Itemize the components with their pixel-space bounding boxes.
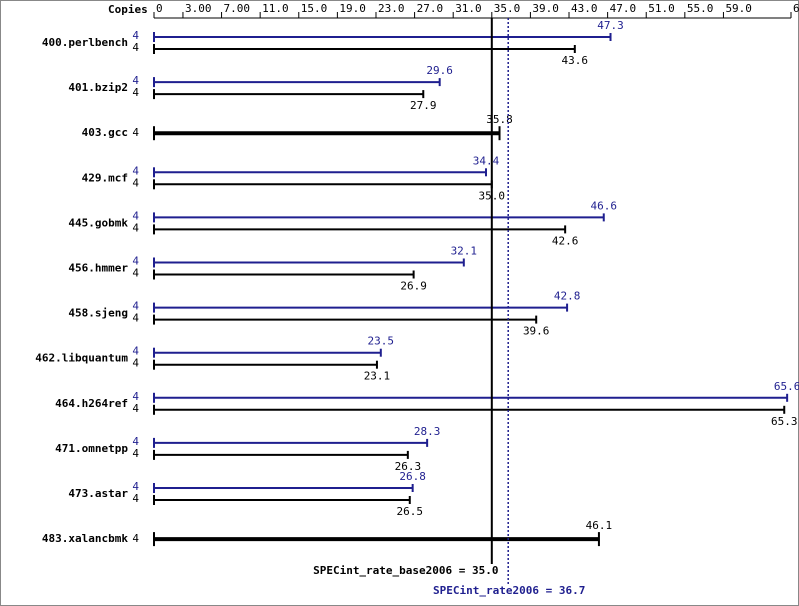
value-label: 32.1 [451, 245, 478, 258]
value-label: 39.6 [523, 325, 550, 338]
value-label: 43.6 [562, 54, 589, 67]
value-label: 27.9 [410, 99, 437, 112]
x-tick-label: 43.0 [571, 2, 598, 15]
value-label: 46.1 [586, 519, 613, 532]
copies: 4 [132, 74, 139, 87]
value-label: 42.8 [554, 290, 581, 303]
copies: 4 [132, 435, 139, 448]
category-label: 471.omnetpp [55, 442, 128, 455]
value-label: 47.3 [597, 19, 624, 32]
value-label: 46.6 [591, 199, 618, 212]
copies: 4 [132, 390, 139, 403]
category-label: 458.sjeng [68, 307, 128, 320]
category-label: 403.gcc [82, 126, 128, 139]
copies: 4 [132, 480, 139, 493]
value-label: 23.1 [364, 370, 391, 383]
copies: 4 [132, 402, 139, 415]
copies: 4 [132, 41, 139, 54]
category-label: 464.h264ref [55, 397, 128, 410]
x-tick-label: 35.0 [494, 2, 521, 15]
x-tick-label: 66.0 [793, 2, 799, 15]
reference-label: SPECint_rate_base2006 = 35.0 [313, 564, 498, 577]
copies: 4 [132, 492, 139, 505]
copies-header: Copies [108, 3, 148, 16]
category-label: 462.libquantum [35, 352, 128, 365]
category-label: 483.xalancbmk [42, 532, 128, 545]
copies: 4 [132, 209, 139, 222]
value-label: 26.9 [400, 280, 427, 293]
copies: 4 [132, 357, 139, 370]
x-tick-label: 3.00 [185, 2, 212, 15]
copies: 4 [132, 532, 139, 545]
copies: 4 [132, 176, 139, 189]
value-label: 26.8 [399, 470, 426, 483]
value-label: 23.5 [368, 335, 395, 348]
copies: 4 [132, 447, 139, 460]
copies: 4 [132, 267, 139, 280]
x-tick-label: 11.0 [262, 2, 289, 15]
category-label: 445.gobmk [68, 216, 128, 229]
category-label: 401.bzip2 [68, 81, 128, 94]
x-tick-label: 0 [156, 2, 163, 15]
x-tick-label: 47.0 [610, 2, 637, 15]
x-tick-label: 39.0 [532, 2, 559, 15]
x-tick-label: 51.0 [648, 2, 675, 15]
value-label: 42.6 [552, 234, 579, 247]
x-tick-label: 27.0 [417, 2, 444, 15]
x-tick-label: 19.0 [339, 2, 366, 15]
value-label: 35.8 [486, 113, 513, 126]
category-label: 473.astar [68, 487, 128, 500]
copies: 4 [132, 312, 139, 325]
x-tick-label: 31.0 [455, 2, 482, 15]
x-tick-label: 15.0 [301, 2, 328, 15]
value-label: 29.6 [426, 64, 453, 77]
value-label: 26.5 [397, 505, 424, 518]
value-label: 28.3 [414, 425, 441, 438]
copies: 4 [132, 86, 139, 99]
x-tick-label: 55.0 [687, 2, 714, 15]
copies: 4 [132, 29, 139, 42]
copies: 4 [132, 345, 139, 358]
x-tick-label: 7.00 [224, 2, 251, 15]
value-label: 26.3 [395, 460, 422, 473]
value-label: 65.3 [771, 415, 798, 428]
copies: 4 [132, 164, 139, 177]
x-tick-label: 23.0 [378, 2, 405, 15]
category-label: 400.perlbench [42, 36, 128, 49]
copies: 4 [132, 126, 139, 139]
value-label: 65.6 [774, 380, 799, 393]
value-label: 34.4 [473, 154, 500, 167]
copies: 4 [132, 221, 139, 234]
x-tick-label: 59.0 [725, 2, 752, 15]
reference-label: SPECint_rate2006 = 36.7 [433, 584, 585, 597]
category-label: 429.mcf [82, 171, 128, 184]
copies: 4 [132, 300, 139, 313]
copies: 4 [132, 255, 139, 268]
category-label: 456.hmmer [68, 262, 128, 275]
